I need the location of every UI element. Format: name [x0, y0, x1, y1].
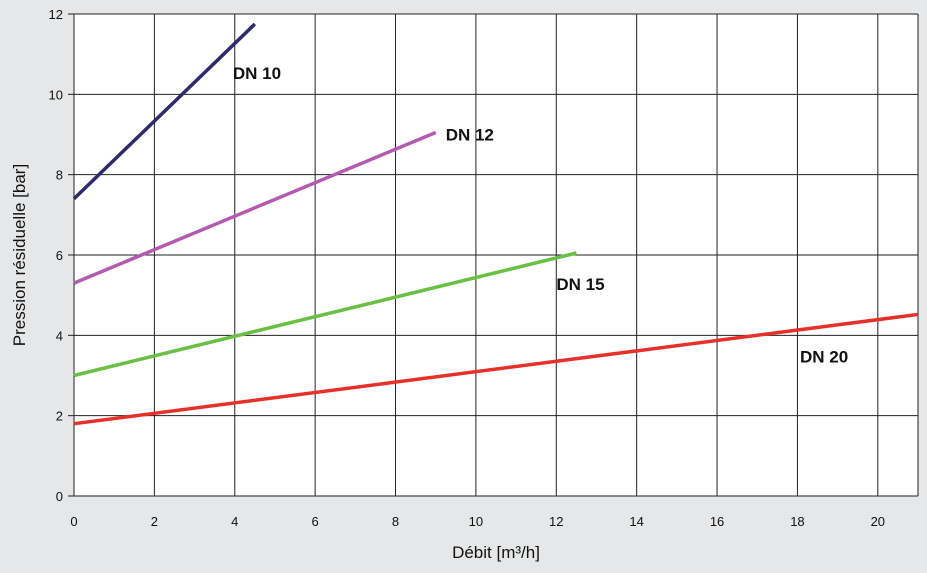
x-tick-label: 0: [70, 514, 77, 529]
series-line-dn-15: [73, 251, 577, 378]
x-tick-label: 6: [312, 514, 319, 529]
x-tick-label: 2: [151, 514, 158, 529]
series-label: DN 20: [800, 347, 848, 366]
x-tick-label: 8: [392, 514, 399, 529]
x-tick-label: 4: [231, 514, 238, 529]
y-axis-title: Pression résiduelle [bar]: [10, 164, 29, 346]
x-tick-label: 14: [629, 514, 643, 529]
series-labels: DN 10 DN 12 DN 15 DN 20: [233, 64, 848, 366]
y-tick-label: 4: [56, 328, 63, 343]
series-line-dn-12: [73, 130, 437, 285]
x-tick-label: 10: [469, 514, 483, 529]
y-tick-label: 0: [56, 489, 63, 504]
series-label: DN 12: [446, 125, 494, 144]
tick-labels: 0 2 4 6 8 10 12 14 16 18 20 0 2 4 6 8 10 12: [49, 7, 886, 529]
series-line-dn-10: [72, 22, 257, 201]
x-tick-label: 12: [549, 514, 563, 529]
x-axis-title: Débit [m³/h]: [452, 543, 540, 562]
series-lines: [72, 22, 919, 426]
y-tick-label: 6: [56, 248, 63, 263]
x-tick-label: 20: [871, 514, 885, 529]
series-line-dn-20: [73, 312, 919, 426]
grid: [68, 13, 919, 497]
y-tick-label: 2: [56, 409, 63, 424]
y-tick-label: 10: [49, 87, 63, 102]
x-tick-label: 18: [790, 514, 804, 529]
y-tick-label: 12: [49, 7, 63, 22]
x-tick-label: 16: [710, 514, 724, 529]
series-label: DN 10: [233, 64, 281, 83]
series-label: DN 15: [556, 275, 604, 294]
y-tick-label: 8: [56, 168, 63, 183]
